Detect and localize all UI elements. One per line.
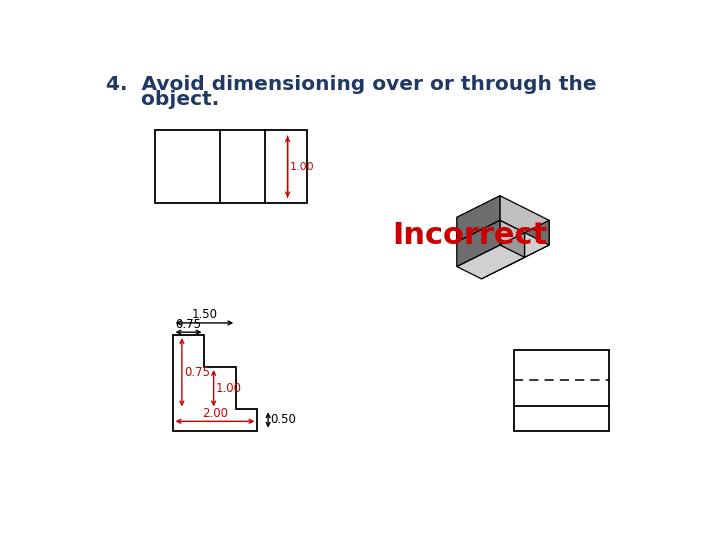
Polygon shape xyxy=(500,220,525,257)
Polygon shape xyxy=(456,195,500,242)
Polygon shape xyxy=(482,233,525,279)
Text: 1.00: 1.00 xyxy=(216,382,242,395)
Polygon shape xyxy=(456,220,500,267)
Polygon shape xyxy=(482,233,549,267)
Text: 1.00: 1.00 xyxy=(290,162,315,172)
Text: 0.50: 0.50 xyxy=(271,414,297,427)
Polygon shape xyxy=(500,195,549,245)
Text: object.: object. xyxy=(106,90,219,109)
Text: 1.50: 1.50 xyxy=(192,308,217,321)
Text: 0.75: 0.75 xyxy=(176,319,202,332)
Text: 4.  Avoid dimensioning over or through the: 4. Avoid dimensioning over or through th… xyxy=(106,75,596,94)
Polygon shape xyxy=(456,245,525,279)
Text: 0.75: 0.75 xyxy=(184,366,210,379)
Polygon shape xyxy=(506,220,549,267)
Text: Incorrect: Incorrect xyxy=(392,221,547,250)
Text: 2.00: 2.00 xyxy=(202,407,228,420)
